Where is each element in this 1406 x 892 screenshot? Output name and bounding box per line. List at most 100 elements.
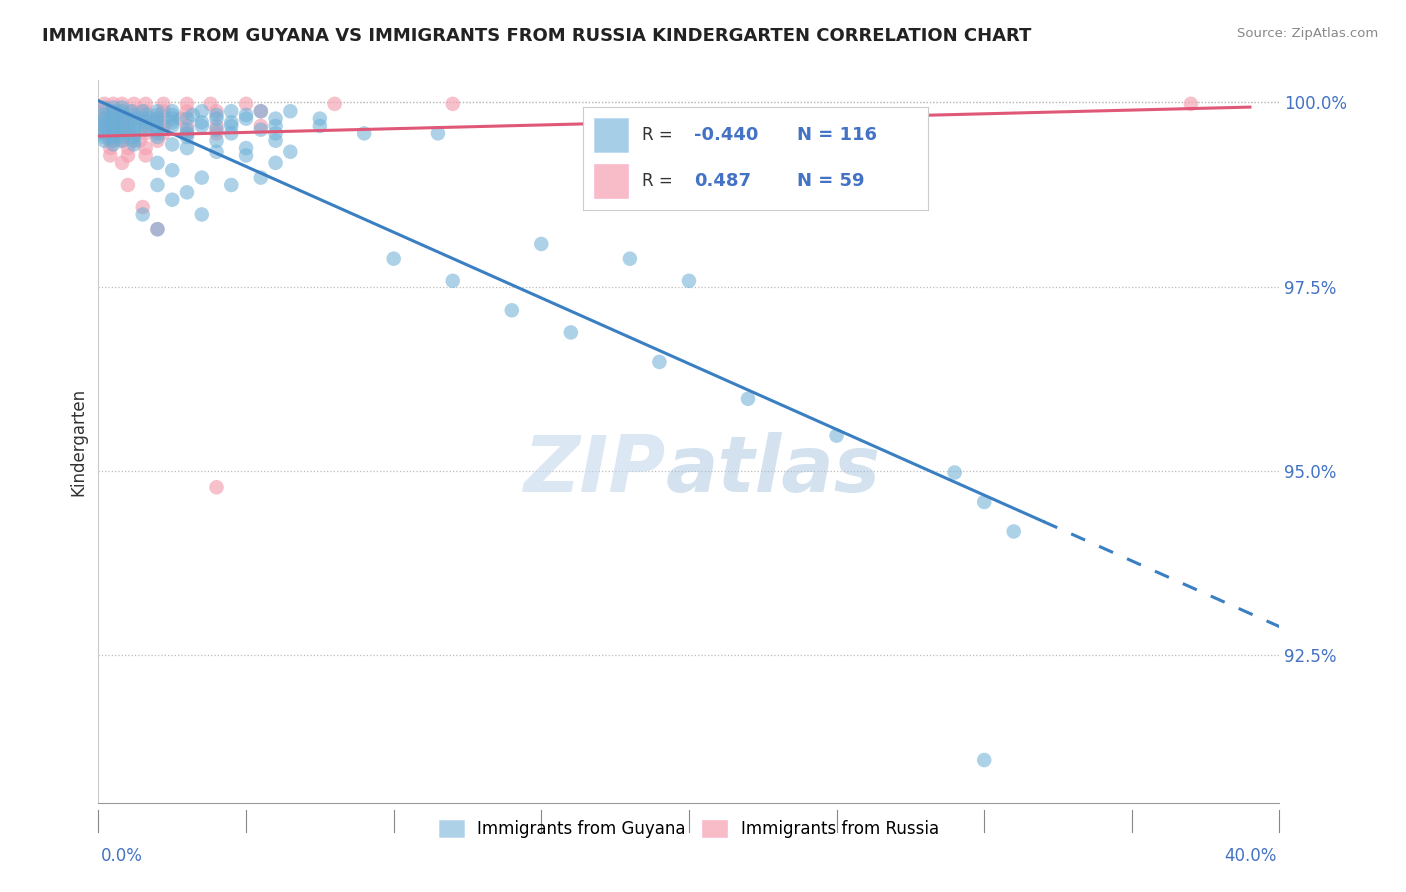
Text: R =: R = — [643, 172, 678, 190]
Point — [152, 104, 174, 119]
Point — [205, 104, 228, 119]
Point — [117, 148, 139, 162]
Point — [93, 108, 115, 122]
Text: IMMIGRANTS FROM GUYANA VS IMMIGRANTS FROM RUSSIA KINDERGARTEN CORRELATION CHART: IMMIGRANTS FROM GUYANA VS IMMIGRANTS FRO… — [42, 27, 1032, 45]
Point — [146, 112, 169, 126]
Point — [973, 753, 995, 767]
Bar — [593, 119, 628, 153]
Point — [235, 108, 257, 122]
Point — [146, 222, 169, 236]
Point — [648, 355, 671, 369]
Point — [309, 119, 332, 133]
Point — [146, 122, 169, 136]
Point — [135, 112, 157, 126]
Point — [135, 127, 157, 141]
Point — [103, 104, 125, 119]
Point — [221, 178, 243, 192]
Point — [973, 495, 995, 509]
Point — [122, 122, 145, 136]
Point — [205, 480, 228, 494]
Point — [530, 236, 553, 251]
Point — [111, 127, 134, 141]
Point — [200, 96, 222, 111]
Point — [111, 134, 134, 148]
Text: Source: ZipAtlas.com: Source: ZipAtlas.com — [1237, 27, 1378, 40]
Point — [93, 134, 115, 148]
Point — [135, 96, 157, 111]
Point — [205, 122, 228, 136]
Point — [382, 252, 405, 266]
Point — [93, 122, 115, 136]
Point — [162, 115, 183, 129]
Point — [146, 156, 169, 170]
Point — [250, 104, 273, 119]
Point — [111, 104, 134, 119]
Point — [353, 127, 375, 141]
Point — [162, 163, 183, 178]
Point — [235, 96, 257, 111]
Text: -0.440: -0.440 — [693, 127, 758, 145]
Point — [176, 96, 198, 111]
Point — [221, 127, 243, 141]
Point — [93, 130, 115, 145]
Point — [122, 112, 145, 126]
Point — [111, 130, 134, 145]
Point — [205, 119, 228, 133]
Point — [122, 127, 145, 141]
Text: N = 59: N = 59 — [797, 172, 865, 190]
Point — [146, 178, 169, 192]
Point — [117, 127, 139, 141]
Point — [122, 96, 145, 111]
Point — [122, 137, 145, 152]
Point — [135, 115, 157, 129]
Point — [264, 156, 287, 170]
Point — [309, 112, 332, 126]
Point — [264, 119, 287, 133]
Point — [122, 134, 145, 148]
Point — [191, 115, 214, 129]
Point — [146, 115, 169, 129]
Point — [162, 137, 183, 152]
Point — [122, 104, 145, 119]
Point — [135, 141, 157, 155]
Point — [235, 112, 257, 126]
Point — [264, 112, 287, 126]
Point — [132, 112, 155, 126]
Point — [117, 112, 139, 126]
Point — [135, 108, 157, 122]
Text: 0.487: 0.487 — [693, 172, 751, 190]
Bar — [593, 164, 628, 198]
Point — [98, 148, 121, 162]
Point — [103, 134, 125, 148]
Point — [221, 104, 243, 119]
Point — [103, 101, 125, 115]
Point — [221, 115, 243, 129]
Point — [105, 119, 128, 133]
Point — [93, 127, 115, 141]
Point — [135, 148, 157, 162]
Point — [135, 104, 157, 119]
Point — [111, 96, 134, 111]
Point — [264, 134, 287, 148]
Point — [146, 134, 169, 148]
Point — [250, 170, 273, 185]
Point — [111, 122, 134, 136]
Point — [250, 119, 273, 133]
Point — [250, 122, 273, 136]
Text: 40.0%: 40.0% — [1225, 847, 1277, 865]
Point — [162, 193, 183, 207]
Point — [441, 96, 464, 111]
Point — [441, 274, 464, 288]
Point — [678, 274, 700, 288]
Point — [103, 119, 125, 133]
Point — [103, 112, 125, 126]
Text: 0.0%: 0.0% — [101, 847, 143, 865]
Point — [176, 112, 198, 126]
Point — [111, 156, 134, 170]
Point — [93, 96, 115, 111]
Point — [103, 137, 125, 152]
Point — [111, 115, 134, 129]
Point — [111, 112, 134, 126]
Point — [191, 207, 214, 221]
Point — [181, 108, 204, 122]
